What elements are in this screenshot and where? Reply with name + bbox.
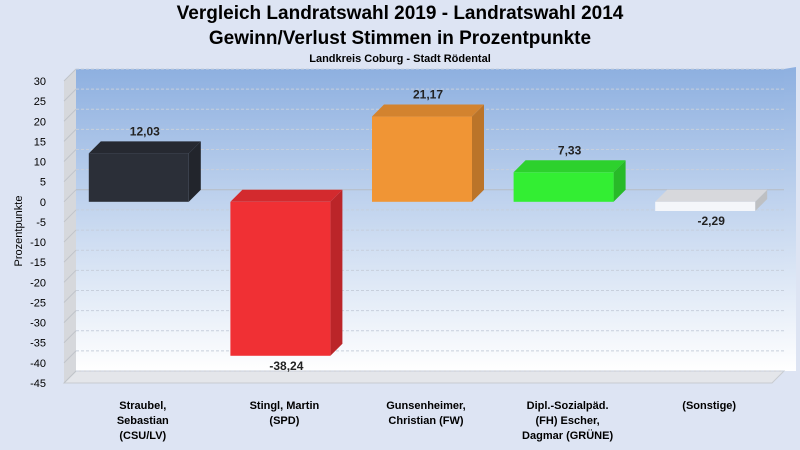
bar-value-label: 21,17 [413, 88, 443, 102]
y-tick-label: 0 [40, 197, 46, 209]
bar-front [230, 201, 331, 356]
y-tick-label: -45 [30, 378, 46, 390]
bar-side [613, 160, 626, 202]
y-tick-label: -10 [30, 237, 46, 249]
y-tick-label: 30 [34, 76, 46, 88]
bar [88, 141, 201, 202]
bar-value-label: -38,24 [269, 359, 303, 373]
bar [655, 189, 768, 212]
bar-value-label: -2,29 [698, 214, 726, 228]
bar-value-label: 7,33 [558, 143, 582, 157]
bar-front [513, 172, 614, 202]
grid-line-side [63, 68, 77, 82]
bar-side [188, 141, 201, 202]
y-tick-label: -20 [30, 277, 46, 289]
bar-front [655, 201, 756, 212]
x-category-label: Dipl.-Sozialpäd. (FH) Escher, Dagmar (GRÜN… [522, 400, 613, 442]
bar-side [755, 189, 768, 212]
grid-line-side [63, 269, 77, 283]
grid-line-side [63, 149, 77, 162]
bar-top [230, 189, 343, 202]
grid-line-side [63, 330, 77, 344]
chart-region-subtitle: Landkreis Coburg - Stadt Rödental [309, 53, 491, 65]
bar-top [513, 160, 626, 173]
y-tick-label: 25 [34, 96, 46, 108]
grid-line-side [63, 209, 77, 223]
y-tick-label: 10 [34, 157, 46, 169]
bar [513, 160, 626, 202]
y-tick-label: -5 [36, 217, 46, 229]
grid-line-side [63, 169, 77, 183]
bar-side [472, 104, 484, 202]
plot-floor [62, 370, 786, 384]
bar-front [372, 116, 472, 202]
y-tick-label: -35 [30, 338, 46, 350]
y-tick-label: 15 [34, 136, 46, 148]
bar [372, 104, 484, 202]
x-category-label: Gunsenheimer, Christian (FW) [386, 400, 465, 427]
bar-top [372, 104, 484, 117]
grid-line-side [63, 108, 77, 122]
bar-value-label: 12,03 [130, 124, 160, 138]
grid-line-side [63, 249, 77, 263]
grid-line-side [63, 129, 77, 142]
x-category-label: Straubel, Sebastian (CSU/LV) [117, 400, 169, 442]
chart-title: Vergleich Landratswahl 2019 - Landratswa… [176, 3, 624, 24]
y-tick-label: -30 [30, 318, 46, 330]
grid-line-side [63, 310, 77, 323]
x-category-label: Stingl, Martin (SPD) [250, 400, 320, 427]
grid-line-side [63, 189, 77, 203]
bar-front [88, 153, 189, 202]
y-tick-label: 5 [40, 177, 46, 189]
chart-subtitle: Gewinn/Verlust Stimmen in Prozentpunkte [208, 28, 592, 49]
y-axis-label: Prozentpunkte [13, 196, 25, 267]
y-tick-label: -25 [30, 297, 46, 309]
bar-top [655, 189, 768, 202]
x-category-label: (Sonstige) [682, 400, 736, 412]
grid-line-side [63, 370, 77, 384]
bar-side [330, 189, 343, 356]
grid-line-side [63, 350, 77, 364]
y-tick-label: -15 [30, 257, 46, 269]
grid-line-side [63, 229, 77, 243]
bar-top [88, 141, 201, 154]
y-tick-label: 20 [34, 116, 46, 128]
grid-line-side [63, 88, 77, 102]
grid-line-side [63, 290, 77, 303]
y-tick-label: -40 [30, 358, 46, 370]
plot-left-wall [64, 69, 76, 383]
bar [230, 189, 343, 356]
